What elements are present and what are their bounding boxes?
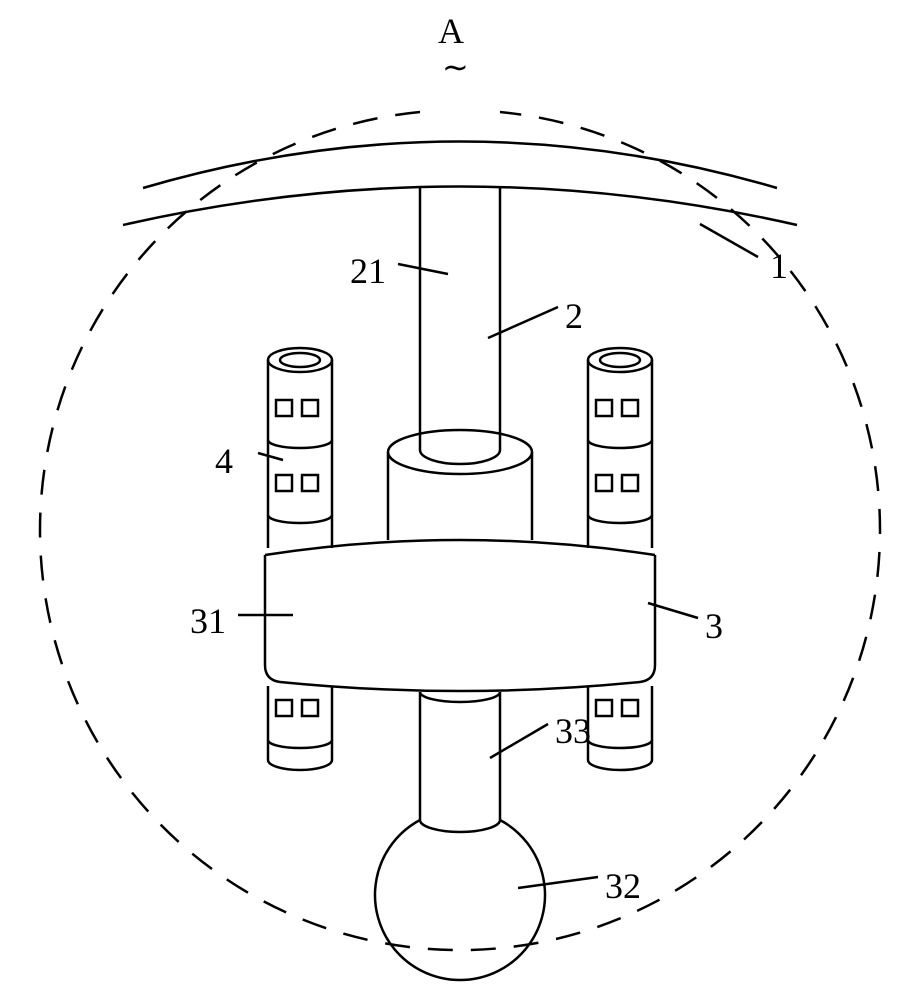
collar-top	[388, 430, 532, 474]
ball	[375, 820, 545, 980]
main-block-top-arc	[265, 540, 655, 555]
tower-lower-left	[268, 686, 332, 770]
leader-33	[490, 724, 548, 758]
leader-1	[700, 224, 758, 257]
label-A: A	[438, 10, 464, 52]
leader-2	[488, 307, 558, 338]
label-33: 33	[555, 710, 591, 752]
tilde-symbol: ∼	[442, 48, 469, 86]
detail-circle	[40, 112, 880, 950]
main-block-left	[265, 555, 280, 682]
tower-lower-right	[588, 686, 652, 770]
top-plate-lower-arc	[123, 187, 797, 226]
label-32: 32	[605, 865, 641, 907]
label-4: 4	[215, 440, 233, 482]
leader-4	[258, 453, 283, 460]
label-21: 21	[350, 250, 386, 292]
label-31: 31	[190, 600, 226, 642]
tower-upper-right	[588, 348, 652, 548]
leader-32	[518, 877, 598, 888]
shaft-lower-top-arc	[420, 692, 500, 702]
ball-shaft-join	[420, 820, 500, 832]
top-plate-upper-arc	[143, 142, 777, 189]
collar-inner-arc	[420, 450, 500, 464]
leader-21	[398, 264, 448, 274]
main-block-bottom	[280, 682, 640, 691]
label-1: 1	[770, 245, 788, 287]
label-3: 3	[705, 605, 723, 647]
tower-upper-left	[268, 348, 332, 548]
technical-diagram	[0, 0, 923, 1000]
main-block-right	[640, 555, 655, 682]
label-2: 2	[565, 295, 583, 337]
